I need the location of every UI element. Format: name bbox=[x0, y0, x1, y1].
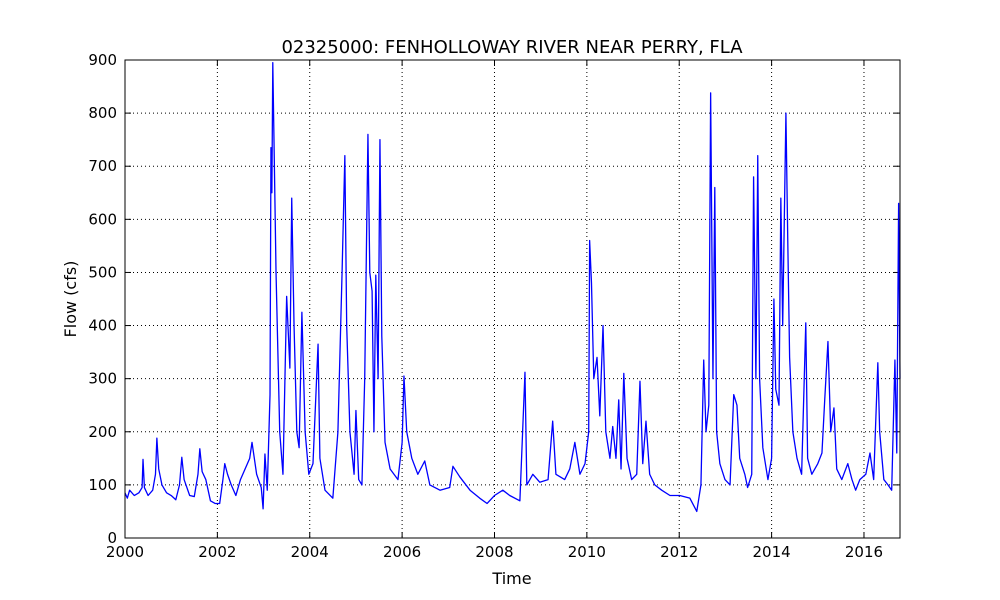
x-tick-label: 2004 bbox=[291, 543, 329, 561]
x-tick-label: 2000 bbox=[106, 543, 144, 561]
x-tick-label: 2016 bbox=[845, 543, 883, 561]
y-tick-label: 200 bbox=[88, 423, 117, 441]
x-tick-label: 2006 bbox=[383, 543, 421, 561]
y-tick-label: 400 bbox=[88, 317, 117, 335]
x-axis-label: Time bbox=[491, 569, 531, 588]
y-tick-label: 700 bbox=[88, 157, 117, 175]
y-tick-label: 900 bbox=[88, 51, 117, 69]
plot-frame bbox=[124, 59, 901, 539]
x-tick-label: 2014 bbox=[753, 543, 791, 561]
y-tick-label: 300 bbox=[88, 370, 117, 388]
flow-line bbox=[124, 62, 901, 513]
x-tick-label: 2008 bbox=[475, 543, 513, 561]
y-tick-label: 800 bbox=[88, 104, 117, 122]
y-tick-label: 100 bbox=[88, 476, 117, 494]
x-tick-label: 2002 bbox=[198, 543, 236, 561]
y-tick-label: 500 bbox=[88, 263, 117, 281]
y-tick-label: 600 bbox=[88, 210, 117, 228]
y-tick-label: 0 bbox=[107, 529, 117, 547]
x-tick-label: 2010 bbox=[568, 543, 606, 561]
x-tick-label: 2012 bbox=[660, 543, 698, 561]
y-axis-label: Flow (cfs) bbox=[61, 261, 80, 338]
chart-title: 02325000: FENHOLLOWAY RIVER NEAR PERRY, … bbox=[281, 37, 743, 58]
